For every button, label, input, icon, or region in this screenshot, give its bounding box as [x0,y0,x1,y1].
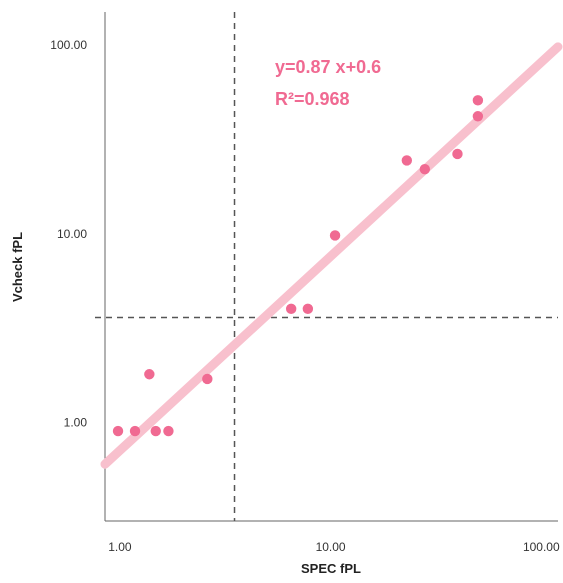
points-layer [112,95,484,437]
data-point [329,230,341,241]
y-axis-title: Vcheck fPL [10,232,25,302]
y-ticks: 1.00 10.00 100.00 [50,38,87,429]
y-tick-label: 100.00 [50,38,87,52]
data-point [285,303,297,315]
y-tick-label: 1.00 [64,415,88,429]
data-point [144,369,155,380]
x-tick-label: 100.00 [523,540,560,554]
trendline-equation: y=0.87 x+0.6 [275,57,381,77]
x-ticks: 1.00 10.00 100.00 [108,540,560,554]
data-point [150,425,161,437]
x-tick-label: 1.00 [108,540,132,554]
data-point [112,425,124,437]
data-point [452,148,463,160]
data-point [129,425,141,437]
trendline [100,42,563,469]
trendline-layer [100,42,563,469]
reference-lines [95,12,558,521]
data-point [472,95,484,106]
x-tick-label: 10.00 [316,540,346,554]
y-tick-label: 10.00 [57,227,87,241]
data-point [302,303,314,315]
data-point [401,155,413,166]
data-point [163,425,174,437]
data-point [472,111,484,122]
data-point [202,373,213,385]
data-point [419,164,431,175]
trendline-r2: R²=0.968 [275,89,350,109]
x-axis-title: SPEC fPL [301,561,361,576]
